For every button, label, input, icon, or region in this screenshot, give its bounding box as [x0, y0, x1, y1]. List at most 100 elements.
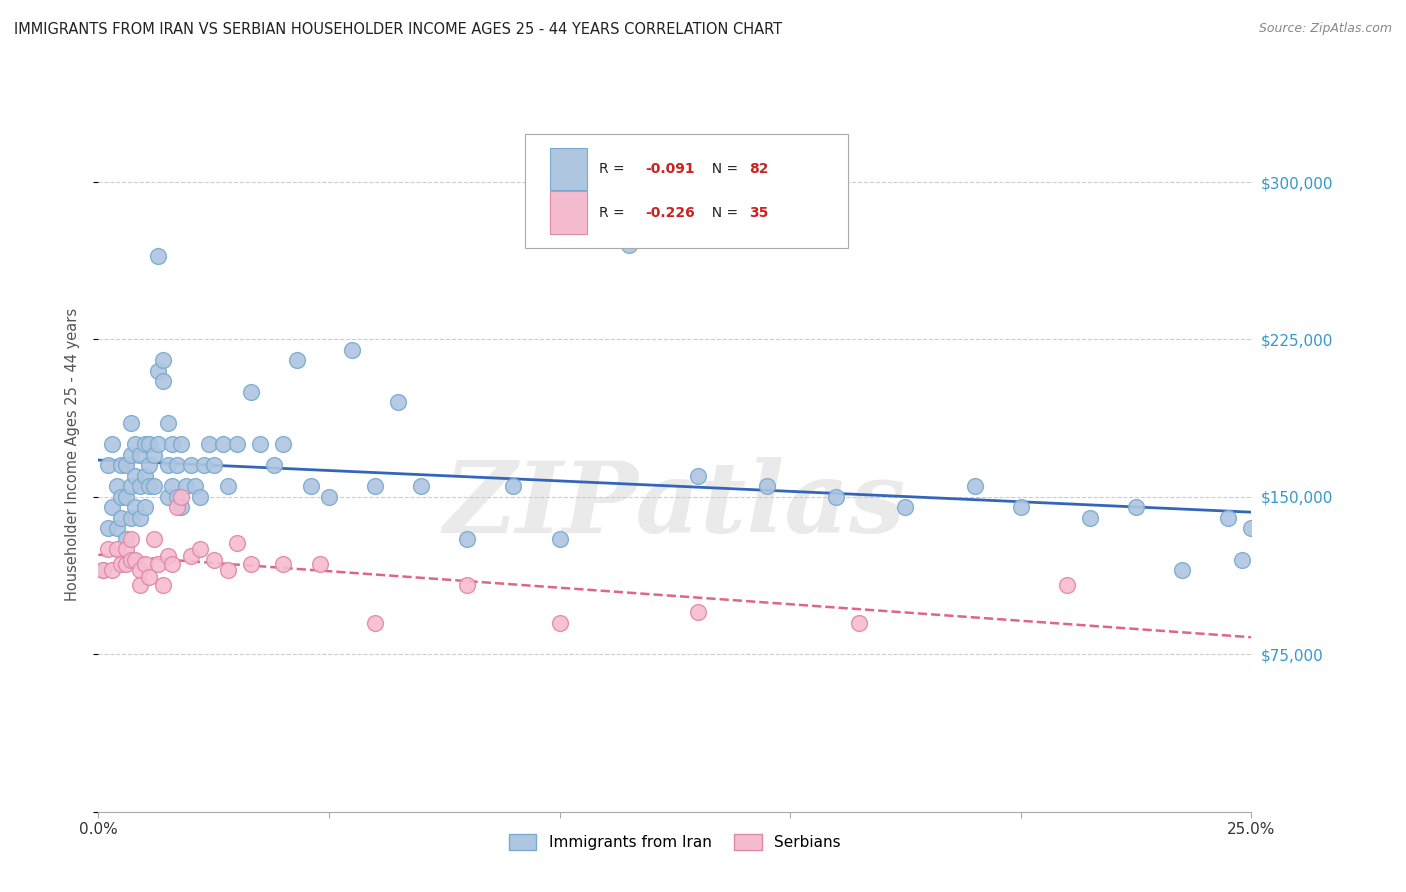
Point: [129, 511, 152, 525]
Point: [115, 490, 138, 504]
Point: [91, 563, 114, 577]
Point: [101, 437, 124, 451]
Point: [156, 458, 179, 473]
Point: [124, 469, 146, 483]
Text: R =: R =: [599, 206, 628, 219]
FancyBboxPatch shape: [550, 192, 588, 235]
Legend: Immigrants from Iran, Serbians: Immigrants from Iran, Serbians: [502, 826, 848, 857]
Point: [271, 437, 294, 451]
Text: IMMIGRANTS FROM IRAN VS SERBIAN HOUSEHOLDER INCOME AGES 25 - 44 YEARS CORRELATIO: IMMIGRANTS FROM IRAN VS SERBIAN HOUSEHOL…: [14, 22, 782, 37]
Point: [105, 521, 128, 535]
Point: [160, 557, 183, 571]
Point: [263, 458, 285, 473]
Point: [115, 542, 138, 557]
Point: [1218, 511, 1240, 525]
Point: [170, 500, 193, 515]
Point: [120, 532, 142, 546]
Point: [1125, 500, 1147, 515]
Point: [894, 500, 917, 515]
Point: [456, 532, 478, 546]
Point: [97, 542, 120, 557]
Point: [963, 479, 986, 493]
Point: [411, 479, 433, 493]
Point: [364, 615, 387, 630]
Point: [239, 384, 262, 399]
Point: [134, 500, 156, 515]
Point: [124, 500, 146, 515]
Point: [120, 448, 142, 462]
Point: [91, 563, 114, 577]
Point: [166, 500, 188, 515]
Point: [239, 557, 262, 571]
Point: [110, 557, 132, 571]
Point: [156, 490, 179, 504]
Point: [152, 353, 174, 368]
Point: [124, 553, 146, 567]
Text: Source: ZipAtlas.com: Source: ZipAtlas.com: [1258, 22, 1392, 36]
Point: [548, 532, 571, 546]
Point: [134, 557, 156, 571]
Text: 35: 35: [748, 206, 768, 219]
Point: [271, 557, 294, 571]
Point: [160, 437, 183, 451]
Point: [148, 364, 170, 378]
Point: [101, 500, 124, 515]
Point: [1230, 553, 1253, 567]
Point: [340, 343, 363, 357]
Text: 82: 82: [748, 162, 768, 176]
Point: [138, 458, 160, 473]
Point: [285, 353, 308, 368]
Point: [124, 437, 146, 451]
Point: [115, 557, 138, 571]
Point: [129, 563, 152, 577]
Point: [120, 479, 142, 493]
Point: [152, 578, 174, 592]
Point: [212, 437, 235, 451]
Point: [1056, 578, 1078, 592]
FancyBboxPatch shape: [524, 134, 848, 248]
Point: [148, 557, 170, 571]
FancyBboxPatch shape: [550, 147, 588, 190]
Point: [548, 615, 571, 630]
Point: [120, 511, 142, 525]
Point: [156, 417, 179, 431]
Point: [198, 437, 221, 451]
Point: [152, 375, 174, 389]
Text: N =: N =: [703, 162, 742, 176]
Point: [129, 479, 152, 493]
Point: [180, 458, 202, 473]
Point: [120, 553, 142, 567]
Text: -0.226: -0.226: [645, 206, 695, 219]
Point: [115, 458, 138, 473]
Point: [170, 490, 193, 504]
Point: [848, 615, 870, 630]
Y-axis label: Householder Income Ages 25 - 44 years: Householder Income Ages 25 - 44 years: [65, 309, 80, 601]
Point: [188, 490, 211, 504]
Point: [180, 549, 202, 563]
Point: [217, 563, 239, 577]
Text: N =: N =: [703, 206, 742, 219]
Point: [160, 479, 183, 493]
Point: [188, 542, 211, 557]
Text: ZIPatlas: ZIPatlas: [444, 457, 905, 553]
Point: [156, 549, 179, 563]
Point: [142, 532, 165, 546]
Point: [249, 437, 271, 451]
Point: [97, 458, 120, 473]
Point: [502, 479, 524, 493]
Point: [456, 578, 478, 592]
Point: [299, 479, 322, 493]
Point: [138, 479, 160, 493]
Point: [115, 532, 138, 546]
Point: [142, 448, 165, 462]
Point: [756, 479, 779, 493]
Point: [120, 417, 142, 431]
Point: [308, 557, 330, 571]
Point: [166, 458, 188, 473]
Point: [686, 469, 709, 483]
Point: [1171, 563, 1194, 577]
Point: [318, 490, 340, 504]
Point: [110, 458, 132, 473]
Point: [105, 479, 128, 493]
Text: R =: R =: [599, 162, 628, 176]
